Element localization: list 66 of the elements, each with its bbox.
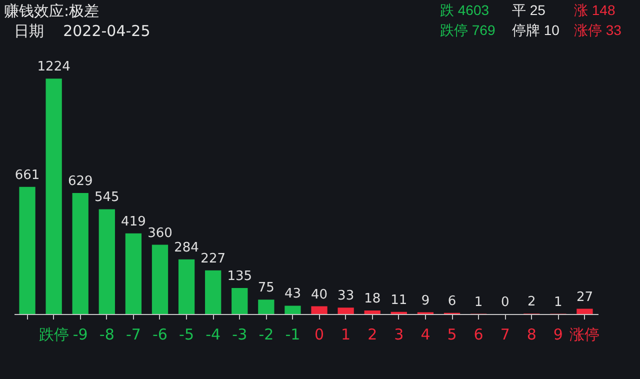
x-tick-label: 6 xyxy=(474,326,484,344)
data-label: 1 xyxy=(474,294,483,310)
x-tick-label: -2 xyxy=(258,326,274,344)
text: 跌停 769 xyxy=(440,22,496,40)
data-label: 43 xyxy=(284,286,301,302)
bar xyxy=(125,233,142,314)
data-label: 545 xyxy=(94,190,120,206)
bar xyxy=(46,78,62,314)
data-label: 11 xyxy=(390,292,408,308)
data-label: 661 xyxy=(14,168,40,183)
data-label: 1 xyxy=(554,294,562,310)
text: 停牌 10 xyxy=(512,22,560,40)
x-tick-label: -3 xyxy=(232,326,248,344)
data-label: 40 xyxy=(311,287,328,302)
bar xyxy=(178,259,195,314)
x-tick-label: -1 xyxy=(285,326,300,344)
bar xyxy=(72,193,88,314)
data-label: 360 xyxy=(148,226,172,241)
x-tick-label: -5 xyxy=(179,326,194,344)
data-label: 629 xyxy=(68,174,93,190)
bar xyxy=(258,300,274,314)
bar xyxy=(364,310,380,314)
data-label: 33 xyxy=(338,288,354,304)
data-label: 0 xyxy=(500,295,510,310)
x-tick-label: 0 xyxy=(314,326,324,344)
bar xyxy=(232,288,248,314)
x-tick-label: 9 xyxy=(553,326,563,344)
text: 涨停 33 xyxy=(574,22,622,40)
data-label: 1224 xyxy=(37,60,70,75)
x-tick-label: -8 xyxy=(99,326,114,344)
data-label: 135 xyxy=(227,269,252,284)
x-tick-label: 跌停 xyxy=(38,326,69,344)
text: 平 25 xyxy=(512,2,546,20)
text: 涨 148 xyxy=(574,2,616,20)
data-label: 284 xyxy=(174,240,199,256)
x-tick-label: -6 xyxy=(152,326,168,344)
data-label: 227 xyxy=(200,251,226,266)
bar xyxy=(19,186,36,314)
text: 跌 4603 xyxy=(440,2,490,20)
x-tick-label: 7 xyxy=(500,326,510,344)
data-label: 6 xyxy=(448,294,456,309)
x-tick-label: -7 xyxy=(126,326,141,344)
bar xyxy=(576,308,593,314)
data-label: 27 xyxy=(576,290,593,305)
data-label: 2 xyxy=(527,294,536,310)
x-tick-label: 4 xyxy=(420,326,430,344)
data-label: 18 xyxy=(364,292,381,307)
data-label: 419 xyxy=(121,214,146,230)
x-tick-label: 8 xyxy=(526,326,536,344)
x-tick-label: 5 xyxy=(447,326,457,344)
x-tick-label: 1 xyxy=(341,326,351,344)
x-tick-label: 涨停 xyxy=(570,326,600,344)
data-label: 75 xyxy=(258,280,274,296)
bar xyxy=(284,306,301,314)
bar xyxy=(205,270,222,314)
chart-title: 赚钱效应:极差 xyxy=(4,2,100,21)
x-tick-label: 3 xyxy=(394,326,404,344)
bar xyxy=(98,209,115,314)
chart-subtitle: 日期 2022-04-25 xyxy=(14,22,150,41)
data-label: 9 xyxy=(421,293,430,308)
x-tick-label: 2 xyxy=(368,326,378,344)
x-tick-label: -9 xyxy=(72,326,88,344)
bar xyxy=(338,308,354,314)
bar xyxy=(311,306,328,314)
bar xyxy=(152,244,168,314)
x-tick-label: -4 xyxy=(206,326,221,344)
